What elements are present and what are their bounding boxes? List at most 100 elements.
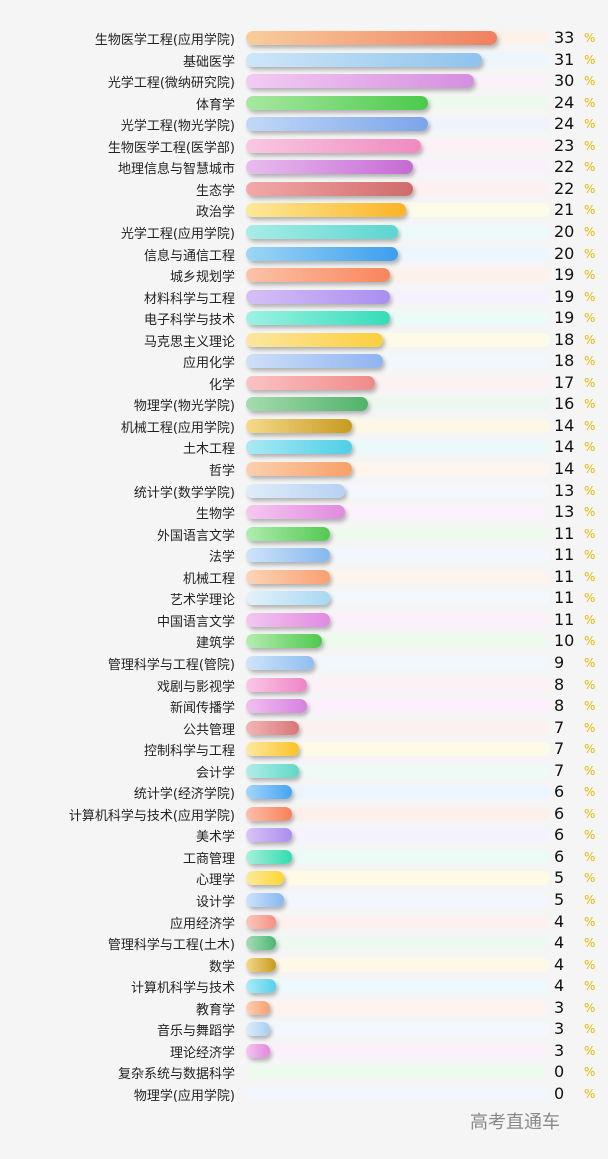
category-label: 物理学(物光学院)	[133, 399, 235, 415]
bar-row: 政治学 21%	[0, 200, 608, 221]
category-label: 管理科学与工程(土木)	[107, 938, 235, 954]
bar-row: 管理科学与工程(管院) 9%	[0, 653, 608, 673]
bar	[246, 591, 330, 606]
value-label: 18	[554, 351, 575, 371]
percent-sign: %	[584, 289, 596, 304]
percent-sign: %	[584, 52, 596, 67]
value-label: 22	[554, 178, 575, 198]
bar-track	[246, 871, 550, 886]
bar-row: 工商管理 6%	[0, 847, 608, 867]
bar-row: 法学 11%	[0, 545, 608, 566]
bar	[246, 160, 414, 175]
bar	[246, 203, 406, 218]
bar	[246, 375, 376, 390]
percent-sign: %	[584, 203, 596, 218]
value-label: 10	[554, 631, 575, 651]
percent-sign: %	[584, 268, 596, 283]
bar-row: 机械工程(应用学院) 14%	[0, 416, 608, 436]
bar	[246, 526, 330, 541]
value-label: 14	[554, 437, 575, 457]
category-label: 光学工程(物光学院)	[120, 119, 235, 135]
category-label: 体育学	[195, 97, 235, 113]
bar	[246, 311, 391, 326]
bar-track	[246, 655, 550, 670]
bar-track	[246, 828, 550, 843]
bar	[246, 462, 353, 476]
bar-track	[246, 849, 550, 864]
bar	[246, 1000, 270, 1015]
percent-sign: %	[584, 117, 596, 132]
bar-row: 机械工程 11%	[0, 566, 608, 587]
bar-row: 数学 4%	[0, 955, 608, 975]
bar	[246, 720, 300, 735]
category-label: 计算机科学与技术(应用学院)	[68, 808, 235, 824]
percent-sign: %	[584, 1000, 596, 1015]
bar-row: 计算机科学与技术(应用学院) 6%	[0, 804, 608, 824]
category-label: 复杂系统与数据科学	[117, 1067, 235, 1083]
bar	[246, 677, 307, 692]
category-label: 哲学	[208, 464, 235, 479]
percent-sign: %	[584, 160, 596, 175]
category-label: 理论经济学	[169, 1045, 235, 1061]
bar	[246, 957, 277, 972]
percent-sign: %	[584, 893, 596, 907]
category-label: 信息与通信工程	[143, 248, 235, 264]
bar	[246, 699, 307, 714]
bar-track	[246, 936, 550, 951]
percent-sign: %	[584, 849, 596, 864]
percent-sign: %	[584, 742, 596, 757]
category-label: 统计学(数学学院)	[133, 485, 235, 501]
value-label: 33	[554, 28, 575, 47]
value-label: 8	[554, 696, 565, 716]
percent-sign: %	[584, 397, 596, 412]
category-label: 机械工程(应用学院)	[120, 420, 235, 436]
value-label: 3	[554, 1019, 565, 1039]
bar-row: 新闻传播学 8%	[0, 696, 608, 716]
value-label: 11	[554, 588, 575, 608]
watermark: 高考直通车	[470, 1112, 560, 1133]
value-label: 11	[554, 609, 575, 629]
percent-sign: %	[584, 354, 596, 369]
category-label: 政治学	[195, 205, 235, 221]
bar-row: 基础医学 31%	[0, 50, 608, 70]
percent-sign: %	[584, 375, 596, 390]
bar-row: 电子科学与技术 19%	[0, 308, 608, 328]
value-label: 11	[554, 566, 575, 586]
bar	[246, 418, 353, 433]
bar	[246, 289, 391, 304]
bar	[246, 849, 292, 864]
category-label: 公共管理	[182, 722, 235, 738]
bar	[246, 828, 292, 843]
bar	[246, 914, 277, 929]
bar	[246, 1043, 270, 1058]
bar-track	[246, 720, 550, 735]
category-label: 工商管理	[182, 851, 235, 867]
bar-row: 地理信息与智慧城市 22%	[0, 157, 608, 177]
value-label: 5	[554, 890, 565, 909]
percent-sign: %	[584, 612, 596, 627]
bar-row: 化学 17%	[0, 372, 608, 393]
percent-sign: %	[584, 634, 596, 649]
bar	[246, 569, 330, 584]
category-label: 数学	[208, 959, 235, 975]
percent-sign: %	[584, 871, 596, 886]
bar-row: 材料科学与工程 19%	[0, 287, 608, 307]
category-label: 法学	[208, 550, 235, 566]
bar-track	[246, 677, 550, 692]
bar	[246, 655, 315, 670]
category-label: 艺术学理论	[169, 593, 235, 609]
bar-row: 光学工程(微纳研究院) 30%	[0, 71, 608, 91]
bar	[246, 52, 482, 67]
value-label: 17	[554, 372, 575, 392]
bar-track	[246, 1065, 550, 1080]
percent-sign: %	[584, 806, 596, 821]
bar-row: 管理科学与工程(土木) 4%	[0, 933, 608, 954]
bar-row: 计算机科学与技术 4%	[0, 976, 608, 996]
bar	[246, 181, 414, 196]
value-label: 6	[554, 825, 565, 845]
bar	[246, 612, 330, 627]
bar-track	[246, 979, 550, 994]
percent-sign: %	[584, 569, 596, 584]
bar-row: 统计学(数学学院) 13%	[0, 481, 608, 501]
bar-row: 控制科学与工程 7%	[0, 739, 608, 759]
